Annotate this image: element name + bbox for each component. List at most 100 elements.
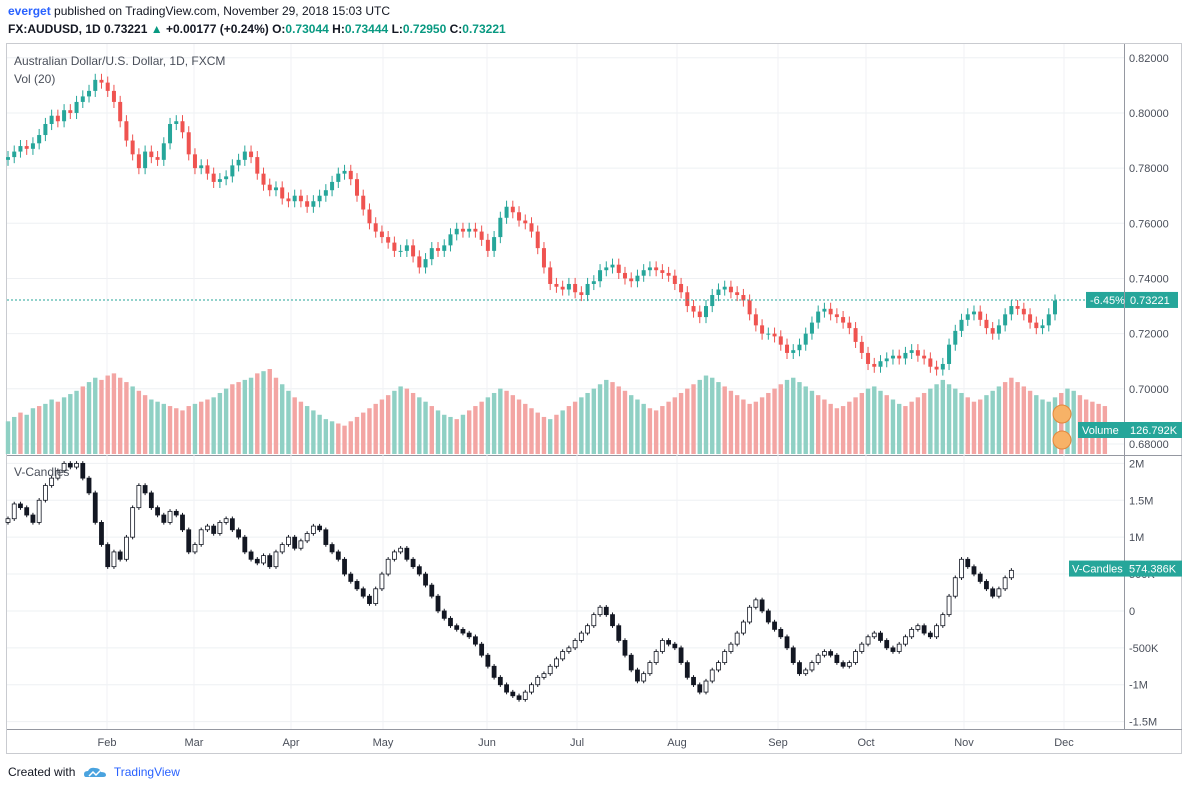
vcandle-body [547,665,553,675]
vcandle-body [716,662,721,671]
price-candle-body [797,344,802,351]
volume-name-badge-text: Volume [1082,425,1119,437]
price-candle-body [273,187,278,191]
vcandle-body [772,621,777,630]
vcandle-body [223,518,229,523]
vcandle-body [261,555,266,564]
vcandle-body [684,662,690,678]
tradingview-link[interactable]: TradingView [113,765,180,779]
vcandle-body [535,676,541,686]
volume-bar [535,412,540,454]
vcandle-body [310,525,316,534]
author-link[interactable]: everget [8,4,51,18]
volume-bar [747,403,752,454]
price-candle-body [192,154,197,169]
vcandle-body [342,558,347,575]
price-candle-body [348,170,353,180]
up-arrow-icon: ▲ [150,22,163,36]
vcandle-body [117,551,123,560]
price-candle-body [1015,306,1020,309]
volume-bar [697,379,702,454]
volume-bar [142,395,148,454]
vcandle-body [360,588,366,597]
volume-bar [55,401,61,454]
price-candle-body [940,363,945,370]
volume-bar [1002,382,1008,454]
price-candle-body [317,195,322,202]
vcandle-body [267,555,273,568]
vcandles-name-badge-bg [1069,560,1125,577]
vcandle-body [435,595,441,612]
volume-bar [778,384,783,454]
price-candle-body [996,325,1001,334]
volume-bar [585,392,590,454]
volume-bar [86,382,92,454]
price-candle-body [647,267,652,271]
vcandle-body [990,588,996,597]
vcandle-body [485,654,491,667]
price-candle-body [473,228,478,232]
price-candle-body [828,308,833,315]
price-candle-body [573,283,578,293]
price-candle-body [666,272,671,276]
vcandle-body [286,536,291,545]
vcandle-body [672,643,678,649]
volume-bar [541,416,547,454]
volume-bar [417,397,422,454]
price-candle-body [423,259,428,268]
price-candle-body [111,90,116,102]
volume-bar [660,406,665,454]
vcandle-body [921,625,927,634]
price-candle-body [1034,322,1039,329]
volume-bar [248,377,254,454]
vcandle-body [205,525,210,531]
price-candle-body [741,295,746,301]
price-candle-body [947,344,952,364]
volume-bar [591,388,597,454]
price-candle-body [965,314,970,320]
volume-bar [722,386,727,454]
volume-bar [111,373,117,454]
price-candle-body [217,179,222,182]
volume-bar [485,397,491,454]
price-candle-body [672,275,677,284]
symbol-label: FX:AUDUSD, 1D [8,22,101,36]
volume-bar [959,392,964,454]
close-value: 0.73221 [462,22,506,36]
price-candle-body [68,110,73,113]
volume-bar [273,377,279,454]
price-candle-body [859,341,864,353]
vcandle-body [441,610,447,619]
vcandle-body [148,492,154,509]
vcandles-name-badge-text: V-Candles [1072,564,1123,576]
vcandles-tick-label: -1.5M [1129,717,1157,729]
price-candle-body [305,201,310,207]
volume-bar [547,419,553,454]
month-tick-label: Feb [98,737,117,749]
volume-bar [703,375,709,454]
price-candle-body [959,319,964,331]
chart-frame[interactable] [6,43,1182,754]
vcandle-body [404,547,410,560]
price-candle-body [118,101,123,122]
price-candle-body [1040,325,1045,329]
volume-bar [473,406,478,454]
vcandle-body [292,536,298,549]
open-label: O: [272,22,286,36]
vcandle-body [105,544,111,568]
vcandle-body [822,651,827,656]
price-candle-body [311,201,316,207]
volume-bar [311,410,316,454]
vcandle-body [423,573,428,586]
month-tick-label: Oct [857,737,874,749]
vcandle-body [254,558,260,564]
vcandle-body [610,614,615,627]
price-candle-body [791,350,796,353]
vcandle-body [915,625,921,630]
price-candle-body [541,248,546,268]
price-candle-body [978,311,983,320]
vcandle-body [946,595,952,616]
price-candle-body [822,308,827,312]
vcandle-body [846,662,852,667]
